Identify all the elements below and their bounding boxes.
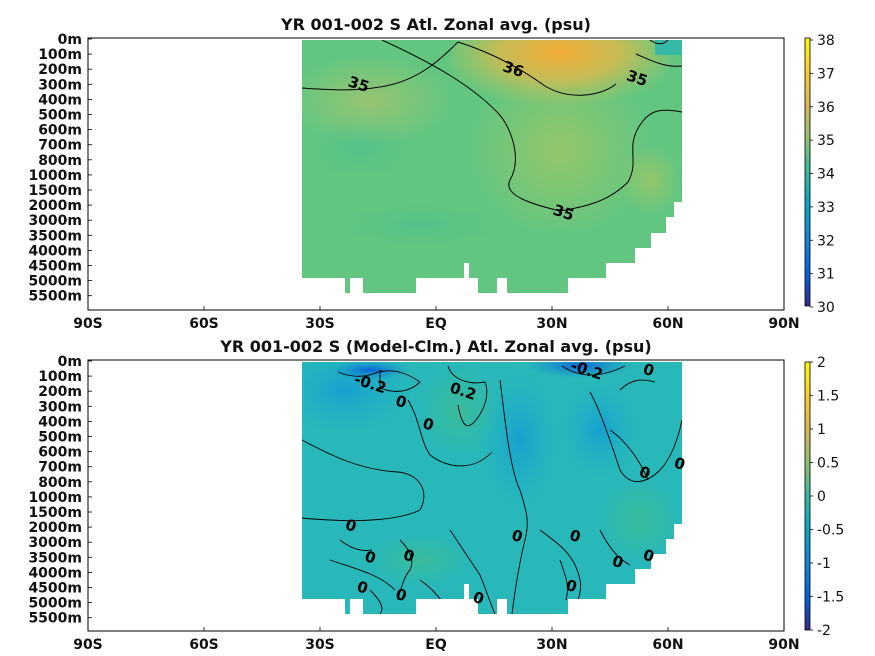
- depth-tick-label: 500m: [38, 108, 82, 124]
- depth-tick-label: 5000m: [28, 274, 82, 290]
- depth-tick-label: 800m: [38, 153, 82, 169]
- latitude-axis: 90S 60S 30S EQ 30N 60N 90N: [73, 306, 800, 332]
- depth-tick-label: 0m: [58, 32, 82, 48]
- depth-tick-label: 0m: [58, 354, 82, 370]
- colorbar-tick-label: 1: [817, 422, 826, 438]
- contour-label: 35: [551, 201, 576, 225]
- colorbar-tick-label: 0: [817, 489, 826, 505]
- depth-tick-label: 3000m: [28, 213, 82, 229]
- colorbar: [804, 37, 811, 307]
- depth-tick-label: 400m: [38, 414, 82, 430]
- latitude-tick-label: 30S: [305, 316, 335, 332]
- latitude-tick-label: 60N: [652, 316, 683, 332]
- panel-title: YR 001-002 S Atl. Zonal avg. (psu): [280, 15, 591, 34]
- latitude-tick-label: 60S: [189, 316, 219, 332]
- depth-tick-label: 100m: [38, 47, 82, 63]
- depth-tick-label: 200m: [38, 62, 82, 78]
- depth-tick-label: 4500m: [28, 259, 82, 275]
- colorbar-tick-label: -1.5: [817, 590, 844, 606]
- depth-tick-label: 4000m: [28, 565, 82, 581]
- colorbar-tick-label: 35: [817, 133, 835, 149]
- depth-tick-label: 3000m: [28, 535, 82, 551]
- contour-labels: 35 36 35 35: [346, 57, 650, 224]
- latitude-tick-label: 30N: [536, 637, 567, 653]
- colorbar-tick-label: -2: [817, 623, 831, 639]
- depth-axis: 0m100m200m300m400m500m600m700m800m1000m1…: [28, 32, 92, 305]
- depth-tick-label: 4000m: [28, 243, 82, 259]
- colorbar-tick-label: -1: [817, 556, 831, 572]
- colorbar-tick-label: 2: [817, 355, 826, 371]
- salinity-field: [302, 40, 682, 293]
- colorbar-tick-label: 1.5: [817, 389, 839, 405]
- latitude-tick-label: 60N: [652, 637, 683, 653]
- latitude-tick-label: 30N: [536, 316, 567, 332]
- depth-tick-label: 700m: [38, 460, 82, 476]
- latitude-tick-label: EQ: [425, 316, 447, 332]
- depth-tick-label: 2000m: [28, 198, 82, 214]
- latitude-tick-label: 60S: [189, 637, 219, 653]
- depth-tick-label: 600m: [38, 123, 82, 139]
- depth-tick-label: 3500m: [28, 228, 82, 244]
- depth-tick-label: 2000m: [28, 520, 82, 536]
- depth-tick-label: 400m: [38, 92, 82, 108]
- colorbar-tick-label: 38: [817, 33, 835, 49]
- depth-tick-label: 200m: [38, 384, 82, 400]
- depth-tick-label: 300m: [38, 399, 82, 415]
- depth-tick-label: 600m: [38, 445, 82, 461]
- latitude-tick-label: 90N: [768, 316, 799, 332]
- depth-tick-label: 100m: [38, 369, 82, 385]
- latitude-tick-label: EQ: [425, 637, 447, 653]
- latitude-tick-label: 90S: [73, 637, 103, 653]
- colorbar-tick-label: 30: [817, 300, 835, 316]
- depth-tick-label: 1000m: [28, 168, 82, 184]
- colorbar-tick-label: 34: [817, 167, 835, 183]
- depth-tick-label: 300m: [38, 77, 82, 93]
- colorbar-tick-label: 31: [817, 267, 835, 283]
- depth-tick-label: 500m: [38, 430, 82, 446]
- latitude-tick-label: 90N: [768, 637, 799, 653]
- salinity-anomaly-panel: YR 001-002 S (Model-Clm.) Atl. Zonal avg…: [28, 337, 844, 653]
- contour-label: 35: [624, 66, 649, 90]
- contour-label: 35: [346, 73, 371, 97]
- depth-tick-label: 5000m: [28, 596, 82, 612]
- contour-label: 36: [501, 57, 526, 81]
- depth-axis: 0m100m200m300m400m500m600m700m800m1000m1…: [28, 354, 92, 627]
- colorbar-tick-label: 33: [817, 200, 835, 216]
- anomaly-contours: [302, 365, 682, 614]
- colorbar-tick-label: -0.5: [817, 523, 844, 539]
- colorbar-ticks: 2 1.5 1 0.5 0 -0.5 -1 -1.5 -2: [810, 355, 844, 639]
- depth-tick-label: 5500m: [28, 611, 82, 627]
- depth-tick-label: 1000m: [28, 490, 82, 506]
- depth-tick-label: 5500m: [28, 289, 82, 305]
- colorbar: [804, 361, 811, 631]
- salinity-contours: [302, 40, 682, 212]
- latitude-tick-label: 30S: [305, 637, 335, 653]
- colorbar-tick-label: 32: [817, 233, 835, 249]
- colorbar-tick-label: 0.5: [817, 456, 839, 472]
- depth-tick-label: 3500m: [28, 550, 82, 566]
- latitude-tick-label: 90S: [73, 316, 103, 332]
- colorbar-ticks: 30 31 32 33 34 35 36 37 38: [810, 33, 835, 316]
- colorbar-tick-label: 36: [817, 100, 835, 116]
- panel-title: YR 001-002 S (Model-Clm.) Atl. Zonal avg…: [219, 337, 651, 356]
- depth-tick-label: 800m: [38, 475, 82, 491]
- latitude-axis: 90S 60S 30S EQ 30N 60N 90N: [73, 627, 800, 653]
- depth-tick-label: 1500m: [28, 183, 82, 199]
- depth-tick-label: 1500m: [28, 505, 82, 521]
- anomaly-field: [302, 362, 682, 614]
- depth-tick-label: 700m: [38, 138, 82, 154]
- colorbar-tick-label: 37: [817, 66, 835, 82]
- depth-tick-label: 4500m: [28, 581, 82, 597]
